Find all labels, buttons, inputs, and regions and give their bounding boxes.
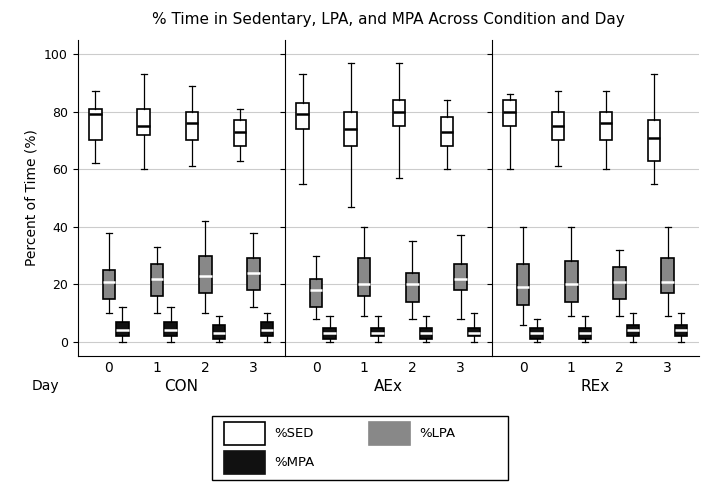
PathPatch shape [247, 258, 260, 290]
PathPatch shape [468, 328, 480, 336]
PathPatch shape [441, 117, 453, 146]
Bar [369, 422, 410, 445]
PathPatch shape [454, 264, 467, 290]
PathPatch shape [138, 109, 150, 135]
PathPatch shape [614, 267, 626, 299]
PathPatch shape [517, 264, 530, 304]
PathPatch shape [234, 120, 246, 146]
Text: %LPA: %LPA [419, 427, 455, 440]
PathPatch shape [627, 325, 639, 336]
PathPatch shape [323, 328, 336, 339]
PathPatch shape [530, 328, 543, 339]
Text: % Time in Sedentary, LPA, and MPA Across Condition and Day: % Time in Sedentary, LPA, and MPA Across… [152, 12, 625, 27]
PathPatch shape [261, 322, 273, 336]
Text: AEx: AEx [373, 379, 403, 394]
PathPatch shape [151, 264, 163, 296]
PathPatch shape [102, 270, 115, 299]
PathPatch shape [358, 258, 371, 296]
Text: CON: CON [164, 379, 198, 394]
Text: %MPA: %MPA [274, 456, 314, 469]
PathPatch shape [371, 328, 384, 336]
Text: Day: Day [31, 379, 59, 393]
PathPatch shape [345, 111, 357, 146]
PathPatch shape [662, 258, 674, 293]
PathPatch shape [213, 325, 225, 339]
PathPatch shape [565, 261, 578, 301]
Y-axis label: Percent of Time (%): Percent of Time (%) [25, 130, 39, 266]
PathPatch shape [578, 328, 591, 339]
PathPatch shape [89, 109, 102, 141]
PathPatch shape [551, 111, 564, 141]
Bar [224, 422, 265, 445]
PathPatch shape [393, 100, 405, 126]
PathPatch shape [648, 120, 660, 160]
PathPatch shape [419, 328, 432, 339]
PathPatch shape [503, 100, 516, 126]
PathPatch shape [406, 273, 419, 301]
PathPatch shape [599, 111, 612, 141]
PathPatch shape [310, 279, 323, 307]
PathPatch shape [297, 103, 309, 129]
PathPatch shape [164, 322, 177, 336]
PathPatch shape [186, 111, 198, 141]
PathPatch shape [116, 322, 128, 336]
PathPatch shape [199, 255, 212, 293]
Text: %SED: %SED [274, 427, 313, 440]
Text: REx: REx [581, 379, 610, 394]
PathPatch shape [675, 325, 688, 336]
Bar [224, 451, 265, 474]
